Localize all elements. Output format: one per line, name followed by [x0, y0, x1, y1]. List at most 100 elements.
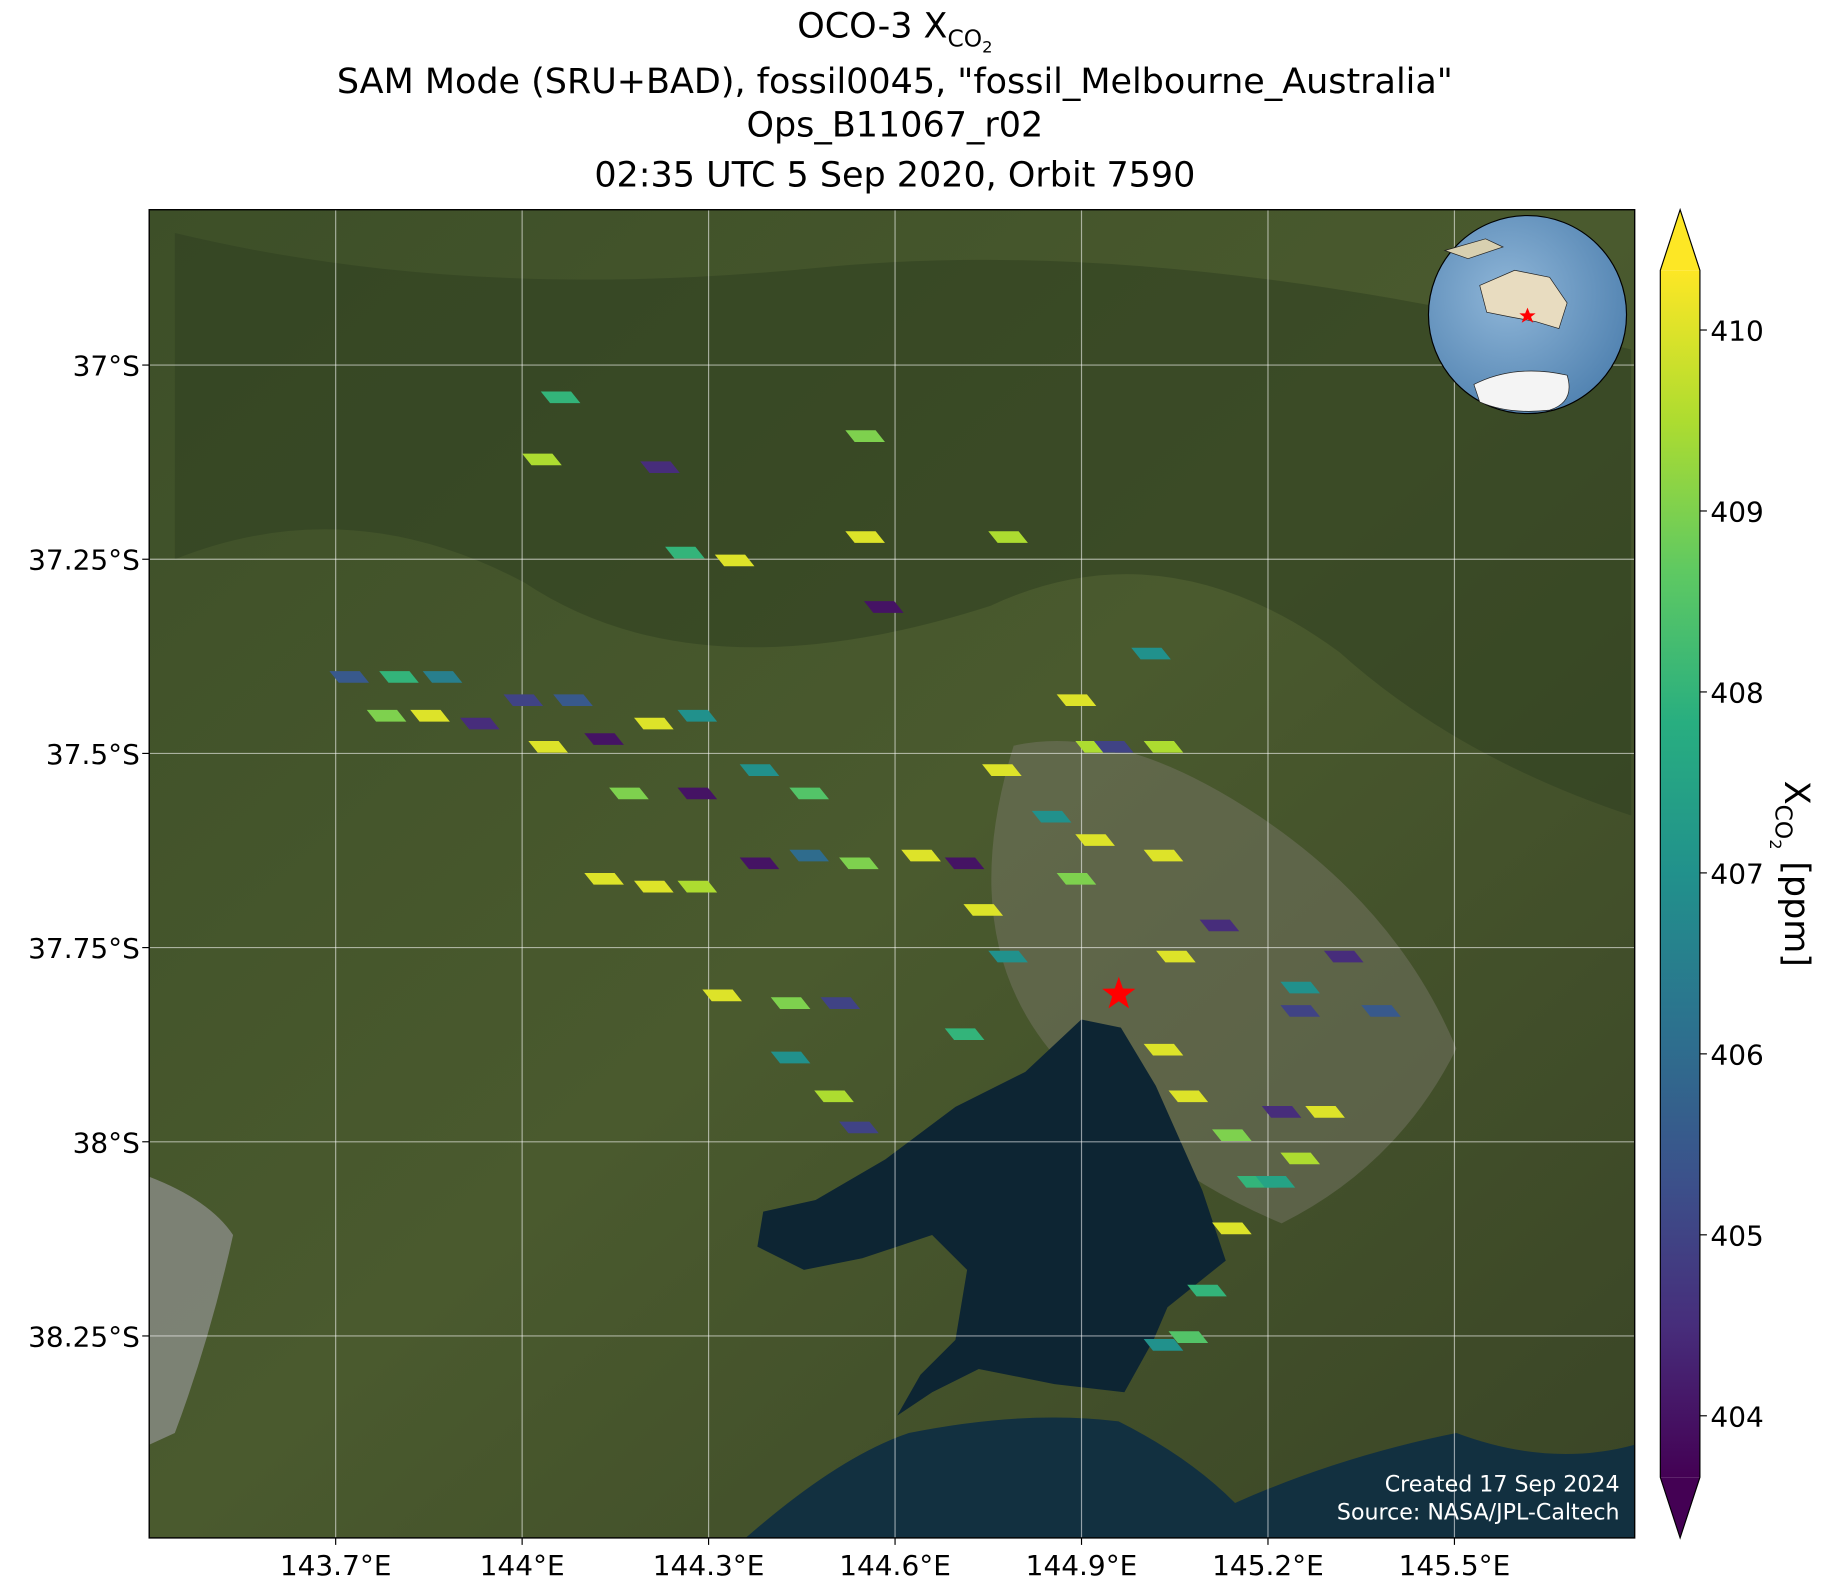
sounding — [1056, 694, 1097, 707]
sounding — [584, 873, 624, 885]
sounding — [1199, 919, 1240, 932]
sounding — [1031, 810, 1072, 823]
forest — [174, 233, 1632, 816]
title-sub-subscript: 2 — [982, 37, 992, 56]
antarctica — [1473, 370, 1570, 412]
sounding — [820, 997, 861, 1009]
colorbar-extend-bottom — [1660, 1477, 1700, 1538]
y-tick-label: 38°S — [73, 1126, 140, 1159]
sounding — [770, 997, 811, 1009]
x-tick-label: 145.2°E — [1212, 1549, 1324, 1582]
colorbar-tick-label: 407 — [1710, 857, 1763, 890]
sounding — [634, 880, 674, 893]
sounding — [1143, 849, 1184, 862]
sounding — [1093, 740, 1134, 753]
sounding — [739, 857, 780, 870]
lake — [149, 1176, 234, 1445]
bay — [757, 1019, 1226, 1416]
sounding — [1323, 950, 1364, 963]
title-subscript: CO — [947, 26, 982, 53]
sounding — [739, 764, 780, 776]
colorbar-label-unit: [ppm] — [1776, 861, 1816, 967]
colorbar-frame — [1659, 207, 1701, 1540]
sounding — [1131, 647, 1171, 660]
australia — [1479, 269, 1568, 329]
sounding — [665, 546, 705, 559]
colorbar-tick-label: 405 — [1710, 1219, 1763, 1252]
x-tick-label: 144.9°E — [1026, 1549, 1138, 1582]
y-tick-label: 37.25°S — [28, 544, 140, 577]
colorbar-tick-label: 406 — [1710, 1038, 1763, 1071]
sounding — [522, 453, 562, 466]
sounding — [944, 1028, 985, 1041]
inset-star — [1519, 307, 1536, 323]
sounding — [1280, 1152, 1321, 1165]
sounding — [459, 717, 500, 730]
sounding — [988, 531, 1028, 543]
sounding — [1075, 834, 1115, 846]
colorbar-tick-label: 409 — [1710, 495, 1763, 528]
colorbar-tick-label: 410 — [1710, 315, 1763, 348]
sounding — [677, 880, 718, 893]
annotation: Source: NASA/JPL-Caltech — [1337, 1499, 1620, 1525]
y-tick-label: 37.5°S — [46, 738, 140, 771]
sounding — [944, 857, 985, 870]
y-tick-label: 37.75°S — [28, 932, 140, 965]
map — [149, 209, 1635, 1538]
sounding — [863, 601, 904, 613]
sounding — [677, 709, 718, 722]
sounding — [770, 1051, 811, 1064]
inset-globe — [1427, 214, 1628, 415]
sounding — [1255, 1175, 1296, 1188]
title-text: OCO-3 X — [797, 6, 947, 46]
colorbar-label-subscript: CO — [1770, 805, 1797, 840]
x-tick-label: 143.7°E — [280, 1549, 392, 1582]
sounding — [1156, 950, 1196, 963]
sounding — [540, 391, 581, 404]
asia — [1443, 238, 1504, 260]
sounding — [609, 787, 649, 800]
y-tick-label: 37°S — [73, 350, 140, 383]
sounding — [839, 857, 879, 870]
sounding — [329, 671, 370, 683]
sounding — [1212, 1222, 1252, 1235]
sounding — [503, 694, 544, 707]
sounding — [702, 989, 742, 1002]
x-tick-label: 144°E — [480, 1549, 565, 1582]
sounding — [1143, 1043, 1184, 1056]
subtitle: 02:35 UTC 5 Sep 2020, Orbit 7590 — [594, 155, 1195, 195]
sounding — [839, 1121, 879, 1134]
colorbar-label-sub-subscript: 2 — [1766, 839, 1785, 849]
colorbar-label-text: X — [1776, 781, 1816, 805]
sounding — [845, 430, 885, 442]
sounding — [963, 904, 1004, 916]
target-star — [1102, 976, 1136, 1009]
colorbar — [1660, 270, 1700, 1478]
title: OCO-3 XCO2 — [797, 6, 992, 56]
x-tick-label: 145.5°E — [1399, 1549, 1511, 1582]
sounding — [584, 733, 624, 745]
y-tick-label: 38.25°S — [28, 1320, 140, 1353]
sounding — [982, 764, 1022, 776]
sounding — [1056, 873, 1097, 885]
sounding — [901, 849, 941, 862]
sounding — [1143, 740, 1184, 753]
sounding — [1212, 1129, 1252, 1141]
subtitle: Ops_B11067_r02 — [746, 105, 1043, 145]
sounding — [1280, 1005, 1321, 1017]
colorbar-extend-top — [1660, 209, 1700, 271]
colorbar-tick-label: 404 — [1710, 1400, 1763, 1433]
subtitle: SAM Mode (SRU+BAD), fossil0045, "fossil_… — [337, 62, 1453, 102]
map-frame — [148, 209, 1636, 1539]
colorbar-tick-label: 408 — [1710, 676, 1763, 709]
x-tick-label: 144.6°E — [839, 1549, 951, 1582]
sounding — [1168, 1331, 1209, 1343]
sounding — [379, 671, 419, 683]
colorbar-label: XCO2 [ppm] — [1766, 781, 1816, 967]
sounding — [640, 461, 680, 474]
sounding — [845, 531, 885, 543]
sounding — [634, 717, 674, 730]
sounding — [1143, 1339, 1184, 1351]
